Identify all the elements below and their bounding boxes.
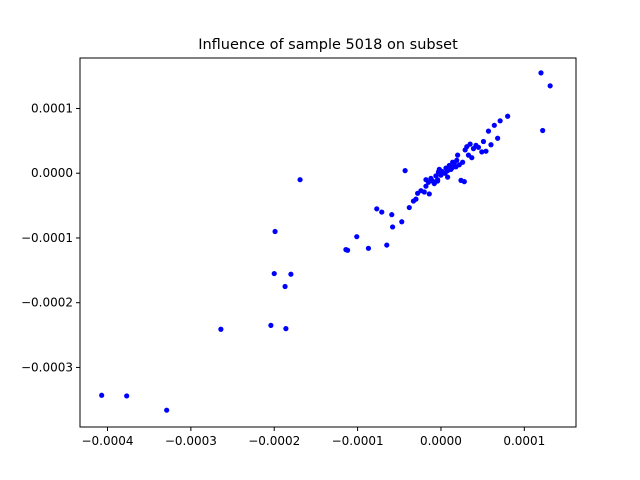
y-tick-label: −0.0002 <box>21 296 73 310</box>
data-point <box>450 159 456 165</box>
data-point <box>475 144 482 150</box>
y-tick-label: −0.0003 <box>21 360 73 374</box>
data-point <box>505 113 511 119</box>
data-point <box>283 326 289 332</box>
plot-frame <box>79 57 577 428</box>
data-point <box>433 173 439 179</box>
data-point <box>467 141 473 147</box>
x-axis: −0.0004 −0.0003 −0.0002 −0.0001 0.0000 0.0001 <box>81 427 545 448</box>
data-point <box>268 322 274 328</box>
data-points <box>99 70 553 413</box>
data-point <box>547 83 553 89</box>
data-point <box>423 177 429 183</box>
x-tick-label: −0.0002 <box>248 434 300 448</box>
data-point <box>365 245 372 251</box>
data-point <box>423 183 429 189</box>
data-point <box>435 178 441 184</box>
chart-title: Influence of sample 5018 on subset <box>198 37 458 53</box>
data-point <box>399 219 405 225</box>
data-point <box>455 152 461 158</box>
data-point <box>421 189 427 195</box>
data-point <box>426 191 432 197</box>
data-point <box>491 122 497 128</box>
data-point <box>344 247 351 253</box>
y-tick-label: 0.0001 <box>31 101 73 115</box>
y-axis: 0.0001 0.0000 −0.0001 −0.0002 −0.0003 <box>21 101 80 374</box>
data-point <box>389 212 395 218</box>
data-point <box>379 209 385 215</box>
x-tick-label: 0.0000 <box>420 434 462 448</box>
data-point <box>297 177 303 183</box>
data-point <box>218 326 224 332</box>
x-tick-label: −0.0003 <box>165 434 217 448</box>
data-point <box>354 234 360 240</box>
data-point <box>445 174 451 180</box>
data-point <box>469 155 475 161</box>
data-point <box>497 118 503 124</box>
data-point <box>282 283 288 290</box>
data-point <box>413 196 419 202</box>
data-point <box>461 179 467 185</box>
data-point <box>271 270 277 277</box>
x-tick-label: −0.0001 <box>332 434 384 448</box>
data-point <box>288 271 294 277</box>
x-tick-label: 0.0001 <box>503 434 545 448</box>
data-point <box>124 393 130 399</box>
data-point <box>272 228 278 235</box>
y-tick-label: −0.0001 <box>21 231 73 245</box>
data-point <box>488 142 494 148</box>
data-point <box>99 392 105 398</box>
data-point <box>479 149 485 155</box>
data-point <box>480 138 487 145</box>
x-tick-label: −0.0004 <box>81 434 133 448</box>
data-point <box>374 206 380 212</box>
data-point <box>390 224 396 230</box>
data-point <box>483 148 489 154</box>
data-point <box>164 407 170 413</box>
data-point <box>540 127 546 134</box>
data-point <box>495 135 501 141</box>
data-point <box>460 159 466 165</box>
data-point <box>402 168 408 174</box>
data-point <box>406 204 412 211</box>
y-tick-label: 0.0000 <box>31 166 73 180</box>
data-point <box>538 70 544 76</box>
data-point <box>454 157 460 163</box>
data-point <box>485 128 492 134</box>
data-point <box>384 242 390 248</box>
